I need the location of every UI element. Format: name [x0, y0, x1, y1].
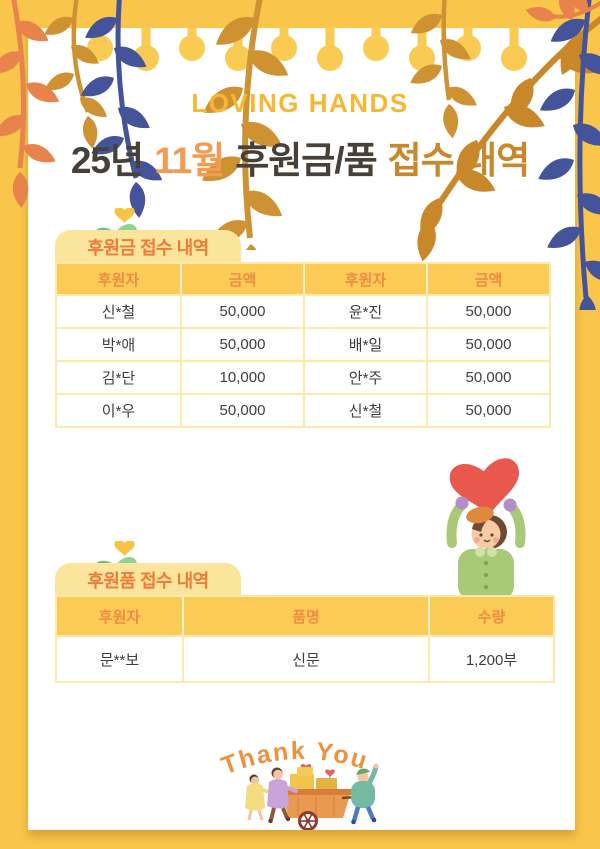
section-tab-donation-goods: 후원품 접수 내역: [55, 563, 241, 596]
table-cell: 1,200부: [428, 635, 553, 681]
donation-goods-table: 후원자 품명 수량 문**보 신문 1,200부: [55, 595, 555, 683]
table-header-row: 후원자 금액 후원자 금액: [57, 264, 549, 294]
table-cell: 신*철: [57, 294, 180, 327]
title-month: 11월: [154, 140, 225, 181]
table-row: 문**보 신문 1,200부: [57, 635, 553, 681]
org-name: LOVING HANDS: [191, 88, 409, 118]
table-cell: 50,000: [180, 393, 303, 426]
autumn-leaves-left: [0, 0, 294, 250]
autumn-leaves-right: [406, 0, 600, 310]
table-row: 박*애 50,000 배*일 50,000: [57, 327, 549, 360]
table-row: 김*단 10,000 안*주 50,000: [57, 360, 549, 393]
column-header: 수량: [428, 597, 553, 635]
title-subject: 후원금/품: [235, 140, 377, 181]
paper-background: [28, 26, 575, 830]
table-header-row: 후원자 품명 수량: [57, 597, 553, 635]
section-tab-donation-money: 후원금 접수 내역: [55, 230, 241, 263]
column-header: 금액: [426, 264, 549, 294]
table-cell: 50,000: [426, 360, 549, 393]
table-row: 신*철 50,000 윤*진 50,000: [57, 294, 549, 327]
table-cell: 배*일: [303, 327, 426, 360]
table-cell: 이*우: [57, 393, 180, 426]
table-cell: 10,000: [180, 360, 303, 393]
person-holding-heart-illustration: [446, 456, 526, 600]
table-cell: 50,000: [180, 294, 303, 327]
column-header: 품명: [182, 597, 428, 635]
column-header: 후원자: [303, 264, 426, 294]
table-cell: 김*단: [57, 360, 180, 393]
column-header: 후원자: [57, 264, 180, 294]
garland-decoration: [0, 0, 600, 71]
table-cell: 50,000: [426, 294, 549, 327]
thank-you-text: Thank You: [218, 738, 370, 780]
table-row: 이*우 50,000 신*철 50,000: [57, 393, 549, 426]
table-cell: 안*주: [303, 360, 426, 393]
table-cell: 신문: [182, 635, 428, 681]
table-cell: 윤*진: [303, 294, 426, 327]
people-pushing-cart-illustration: [245, 763, 379, 830]
table-cell: 신*철: [303, 393, 426, 426]
table-cell: 50,000: [426, 393, 549, 426]
page-title: 25년 11월 후원금/품 접수 내역: [0, 130, 600, 184]
column-header: 금액: [180, 264, 303, 294]
title-tail: 접수 내역: [387, 140, 530, 181]
table-cell: 50,000: [180, 327, 303, 360]
title-year: 25년: [70, 140, 144, 181]
table-cell: 박*애: [57, 327, 180, 360]
table-cell: 50,000: [426, 327, 549, 360]
table-cell: 문**보: [57, 635, 182, 681]
column-header: 후원자: [57, 597, 182, 635]
donation-money-table: 후원자 금액 후원자 금액 신*철 50,000 윤*진 50,000 박*애 …: [55, 262, 551, 428]
